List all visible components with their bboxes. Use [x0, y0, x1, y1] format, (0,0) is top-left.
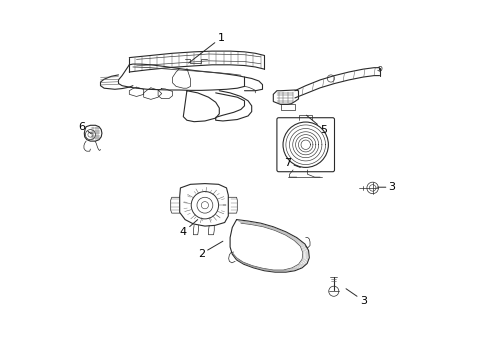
Text: 1: 1: [188, 33, 224, 63]
Text: 5: 5: [306, 115, 326, 135]
Text: 6: 6: [78, 122, 91, 134]
Text: 4: 4: [180, 220, 197, 237]
Text: 3: 3: [376, 182, 395, 192]
Text: 2: 2: [197, 241, 223, 259]
Text: 3: 3: [346, 289, 366, 306]
Text: 7: 7: [284, 158, 300, 168]
